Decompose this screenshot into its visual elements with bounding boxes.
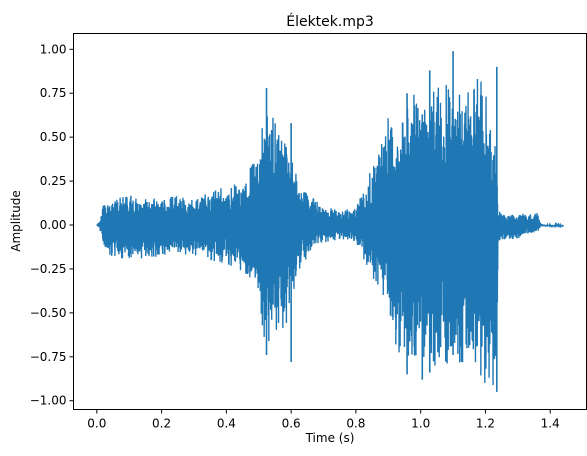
x-axis: 0.0 0.2 0.4 0.6 0.8 1.0 1.2 1.4	[87, 409, 560, 431]
waveform-series-line	[96, 78, 564, 386]
y-tick-label: 0.00	[40, 218, 67, 232]
y-tick-label: −0.25	[30, 262, 67, 276]
x-tick-label: 0.0	[87, 417, 106, 431]
y-tick-label: 0.25	[40, 174, 67, 188]
x-tick-label: 1.4	[541, 417, 560, 431]
x-tick-label: 0.6	[282, 417, 301, 431]
x-tick-label: 0.8	[346, 417, 365, 431]
y-tick-label: −1.00	[30, 394, 67, 408]
x-axis-label: Time (s)	[305, 431, 355, 445]
x-tick-label: 1.2	[476, 417, 495, 431]
y-tick-label: −0.50	[30, 306, 67, 320]
y-tick-label: 1.00	[40, 42, 67, 56]
x-tick-label: 1.0	[411, 417, 430, 431]
y-tick-label: 0.50	[40, 130, 67, 144]
x-tick-label: 0.2	[152, 417, 171, 431]
plot-area	[96, 51, 564, 392]
y-tick-label: 0.75	[40, 86, 67, 100]
x-tick-label: 0.4	[217, 417, 236, 431]
chart-title: Élektek.mp3	[286, 13, 374, 30]
y-axis-label: Amplitude	[9, 190, 23, 252]
y-axis: −1.00 −0.75 −0.50 −0.25 0.00 0.25 0.50 0.75 1.00	[30, 42, 74, 408]
y-tick-label: −0.75	[30, 350, 67, 364]
